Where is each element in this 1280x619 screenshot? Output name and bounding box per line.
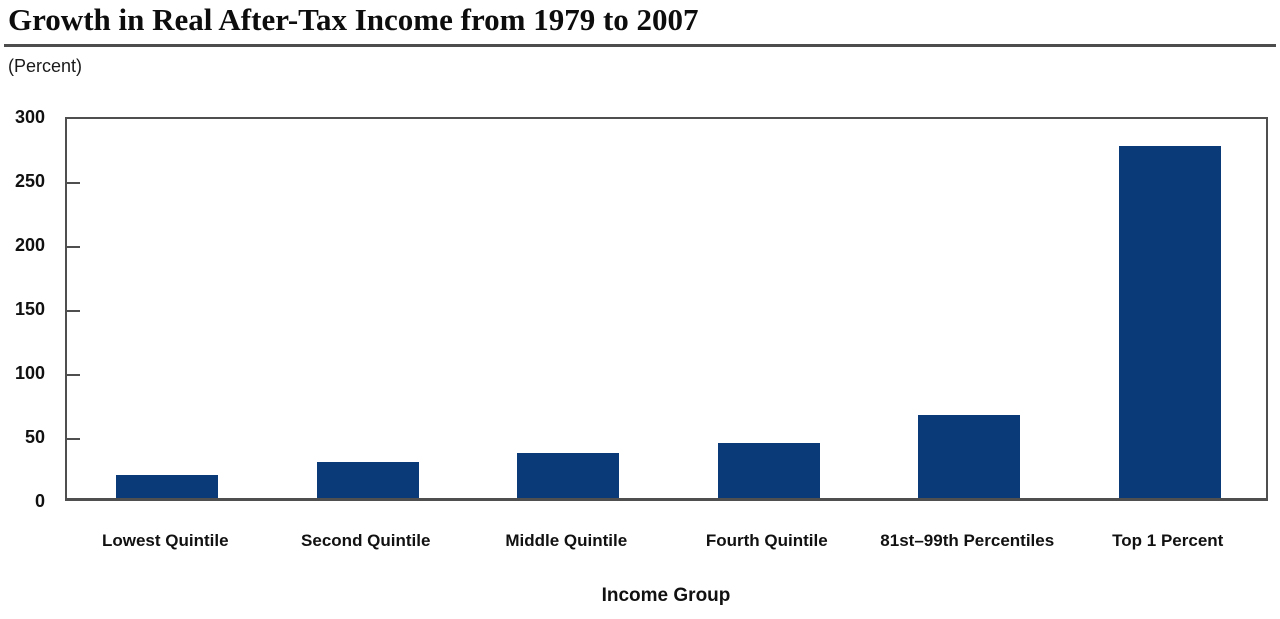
title-divider: [4, 44, 1276, 47]
x-category-label: Middle Quintile: [505, 531, 628, 550]
y-tick-label: 200: [14, 235, 45, 255]
x-category-label: Second Quintile: [301, 531, 431, 550]
chart-title: Growth in Real After-Tax Income from 197…: [8, 2, 699, 37]
y-tick-label: 50: [24, 427, 45, 447]
bar: [918, 415, 1021, 498]
y-tick-label: 300: [14, 107, 45, 127]
y-tick-label: 0: [34, 491, 45, 511]
x-category-label: Lowest Quintile: [101, 531, 229, 550]
y-tick-mark: [67, 182, 80, 184]
y-tick-mark: [67, 438, 80, 440]
bar: [717, 443, 820, 498]
x-category-label: 81st–99th Percentiles: [880, 531, 1055, 550]
x-axis-title: Income Group: [601, 585, 731, 606]
plot-area: [65, 117, 1268, 501]
bar: [116, 475, 219, 498]
bar: [316, 462, 419, 498]
bar: [1118, 146, 1221, 498]
y-tick-label: 150: [14, 299, 45, 319]
y-tick-mark: [67, 310, 80, 312]
y-tick-mark: [67, 246, 80, 248]
x-category-label: Fourth Quintile: [705, 531, 828, 550]
y-axis-units-label: (Percent): [8, 56, 83, 76]
x-category-label: Top 1 Percent: [1112, 531, 1224, 550]
y-tick-label: 250: [14, 171, 45, 191]
y-tick-label: 100: [14, 363, 45, 383]
y-tick-mark: [67, 374, 80, 376]
bar: [517, 453, 620, 498]
